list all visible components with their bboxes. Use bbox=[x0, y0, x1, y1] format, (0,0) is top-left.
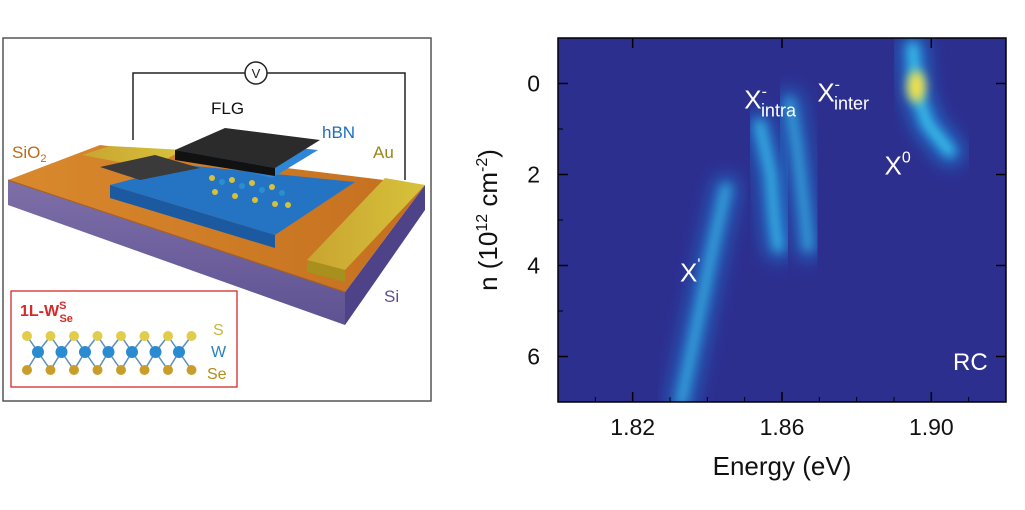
peak-core-1 bbox=[755, 119, 783, 252]
s-atom bbox=[116, 331, 126, 341]
heatmap-peak-2 bbox=[776, 88, 822, 261]
au-contact-right-side bbox=[307, 260, 345, 282]
peak-label-1: X-intra bbox=[744, 84, 797, 121]
x-axis-label: Energy (eV) bbox=[713, 451, 852, 481]
monolayer-flake bbox=[209, 175, 291, 208]
sio2-label-sub: 2 bbox=[40, 153, 46, 165]
se-atom bbox=[163, 365, 173, 375]
y-tick-label-1: 2 bbox=[527, 162, 540, 188]
w-atom bbox=[79, 346, 91, 358]
au-contact-right bbox=[307, 178, 425, 270]
flg-layer-side bbox=[175, 150, 275, 176]
s-atom bbox=[163, 331, 173, 341]
device-schematic-panel: V FLG hBN SiO2 Au Si 1L-WS Se S W Se bbox=[2, 37, 432, 402]
peak-core-2 bbox=[784, 97, 813, 252]
inset-title: 1L-WS Se bbox=[20, 300, 73, 325]
peak-label-3: X0 bbox=[885, 150, 911, 181]
y-axis-label-main: n (10 bbox=[473, 232, 503, 291]
s-atom bbox=[45, 331, 56, 341]
w-atom bbox=[173, 346, 185, 358]
w-atom bbox=[149, 346, 162, 358]
y-tick-label-0: 0 bbox=[527, 71, 540, 97]
w-atom bbox=[55, 346, 68, 358]
y-axis: 0 2 4 6 bbox=[527, 37, 1006, 403]
inset-legend-s: S bbox=[213, 322, 224, 339]
inset-legend-w: W bbox=[211, 344, 227, 361]
inset-title-main: 1L-W bbox=[20, 303, 60, 320]
peak-core-0 bbox=[676, 183, 731, 402]
y-axis-label-exp: 12 bbox=[474, 214, 491, 232]
w-atom bbox=[126, 346, 138, 358]
y-tick-label-2: 4 bbox=[527, 253, 540, 279]
y-axis-label-unit: cm bbox=[473, 172, 503, 214]
au-label: Au bbox=[373, 143, 394, 162]
se-atom bbox=[22, 365, 32, 375]
circuit-wire bbox=[132, 72, 406, 180]
w-atom bbox=[102, 346, 115, 358]
se-atom bbox=[186, 365, 197, 375]
inset-legend-se: Se bbox=[207, 366, 227, 383]
hbn-label: hBN bbox=[322, 123, 355, 142]
voltmeter-symbol: V bbox=[252, 66, 261, 81]
s-atom bbox=[92, 331, 103, 341]
peak-core-3 bbox=[908, 42, 955, 157]
flg-layer bbox=[175, 128, 320, 168]
heatmap-peak-0 bbox=[668, 175, 739, 402]
se-atom bbox=[45, 365, 56, 375]
s-atom bbox=[69, 331, 79, 341]
se-atom bbox=[69, 365, 79, 375]
y-axis-label: n (1012 cm-2) bbox=[473, 149, 503, 291]
x-tick-label-2: 1.90 bbox=[909, 414, 954, 440]
w-atom bbox=[32, 346, 44, 358]
inset-title-sup: S bbox=[59, 300, 66, 312]
x-axis: 1.82 1.86 1.90 bbox=[557, 38, 1007, 440]
x-tick-label-1: 1.86 bbox=[760, 414, 805, 440]
x-tick-label-0: 1.82 bbox=[610, 414, 655, 440]
s-atom bbox=[22, 331, 32, 341]
y-axis-label-exp2: -2 bbox=[474, 158, 491, 172]
peak-labels: X' X-intra X-inter X0 bbox=[680, 77, 911, 288]
flg-label: FLG bbox=[211, 99, 244, 118]
se-atom bbox=[116, 365, 126, 375]
heatmap-features bbox=[668, 38, 963, 402]
s-atom bbox=[186, 331, 197, 341]
inset-title-sub: Se bbox=[59, 313, 72, 325]
heatmap-peak-1 bbox=[746, 111, 792, 261]
peak-maximum-3 bbox=[907, 70, 926, 103]
y-tick-label-3: 6 bbox=[527, 344, 540, 370]
sio2-label: SiO2 bbox=[12, 143, 46, 165]
s-atom bbox=[139, 331, 150, 341]
se-atom bbox=[139, 365, 150, 375]
flg-side-strip bbox=[100, 155, 200, 180]
peak-label-2: X-inter bbox=[817, 77, 869, 114]
si-substrate-right bbox=[345, 185, 425, 325]
panel-tag-rc: RC bbox=[953, 349, 988, 376]
voltmeter-icon bbox=[244, 61, 268, 85]
sio2-label-main: SiO bbox=[12, 143, 40, 162]
lattice-drawing bbox=[22, 331, 197, 375]
se-atom bbox=[92, 365, 103, 375]
si-label: Si bbox=[384, 287, 399, 306]
hbn-bottom-layer bbox=[110, 165, 355, 235]
crystal-structure-inset: 1L-WS Se S W Se bbox=[10, 290, 238, 388]
hbn-bottom-side bbox=[110, 185, 275, 248]
heatmap-peak-3 bbox=[899, 38, 963, 165]
y-axis-label-close: ) bbox=[473, 149, 503, 158]
peak-label-0: X' bbox=[680, 256, 700, 287]
si-substrate-front bbox=[8, 180, 345, 325]
